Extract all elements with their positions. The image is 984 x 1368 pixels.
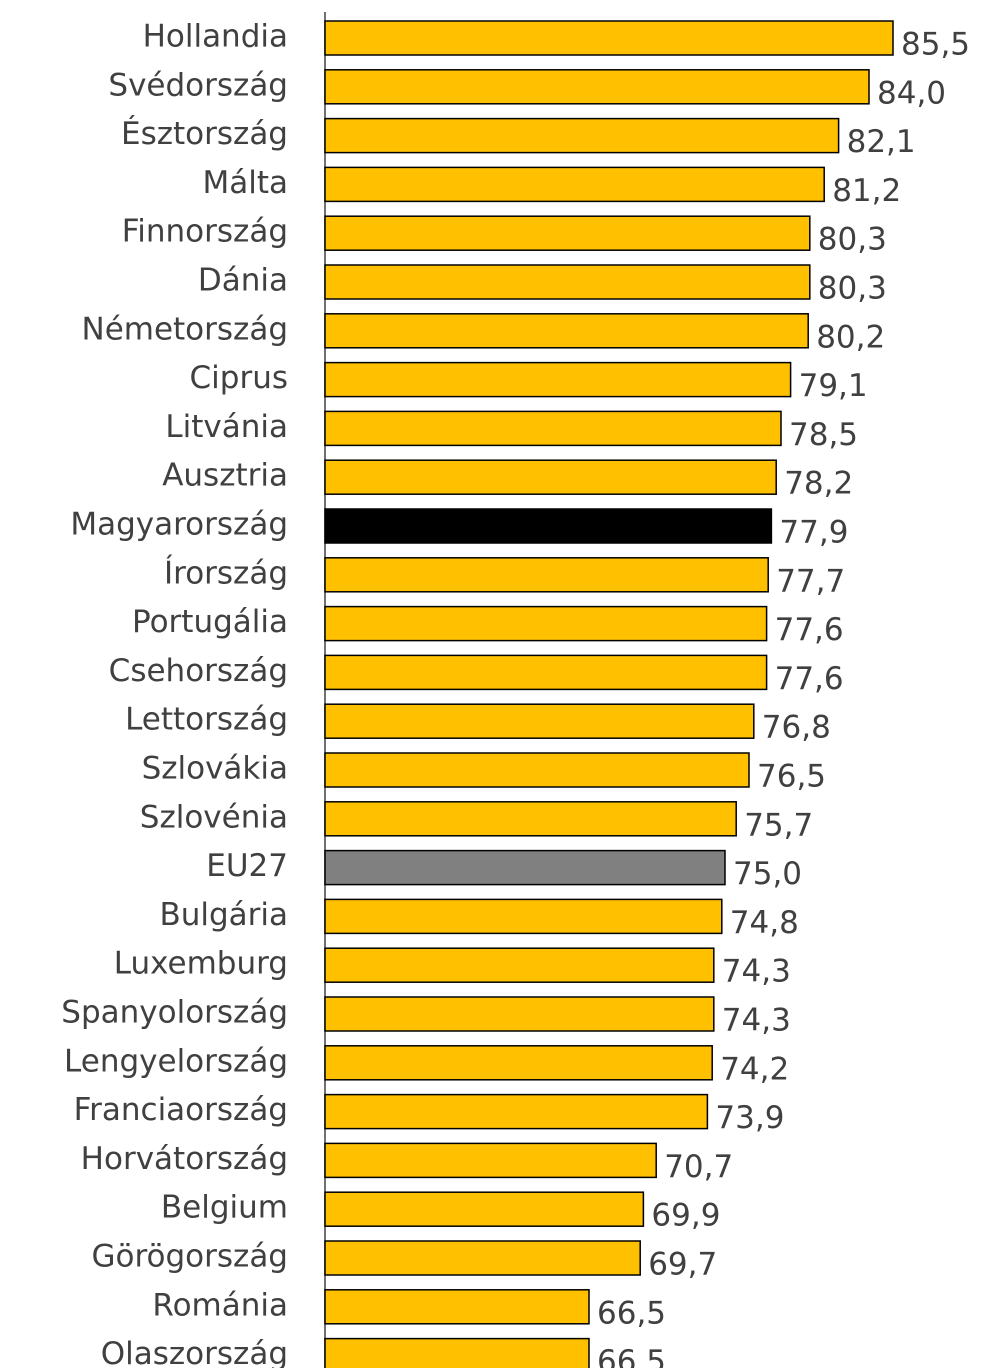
bar bbox=[324, 654, 768, 691]
category-label: Litvánia bbox=[165, 409, 288, 445]
bar bbox=[324, 557, 769, 593]
value-label: 75,0 bbox=[733, 856, 802, 892]
bar bbox=[324, 752, 750, 788]
bar bbox=[324, 1289, 590, 1325]
bar bbox=[324, 801, 737, 837]
bar bbox=[324, 166, 825, 203]
value-label: 80,3 bbox=[818, 271, 887, 307]
bar bbox=[324, 1337, 590, 1368]
value-label: 69,7 bbox=[648, 1247, 717, 1283]
category-label: Ausztria bbox=[162, 458, 288, 494]
value-label: 82,1 bbox=[847, 124, 916, 160]
value-label: 73,9 bbox=[715, 1100, 784, 1136]
category-label: Horvátország bbox=[81, 1141, 288, 1177]
bar bbox=[324, 410, 782, 447]
category-label: Magyarország bbox=[70, 507, 288, 543]
bar bbox=[324, 264, 811, 300]
category-label: Portugália bbox=[132, 604, 288, 640]
value-label: 74,3 bbox=[722, 1003, 791, 1039]
bar bbox=[324, 20, 894, 56]
value-label: 79,1 bbox=[799, 368, 868, 404]
value-label: 84,0 bbox=[877, 75, 946, 111]
bar bbox=[324, 508, 773, 544]
bar bbox=[324, 459, 777, 495]
bar bbox=[324, 1240, 641, 1276]
value-label: 80,3 bbox=[818, 222, 887, 258]
bar bbox=[324, 605, 768, 642]
category-label: Szlovákia bbox=[142, 751, 288, 787]
category-label: Görögország bbox=[91, 1239, 288, 1275]
bar bbox=[324, 703, 755, 739]
value-label: 74,2 bbox=[720, 1051, 789, 1087]
category-label: Hollandia bbox=[143, 19, 288, 55]
bar bbox=[324, 996, 715, 1032]
category-label: Ciprus bbox=[190, 360, 288, 396]
value-label: 66,5 bbox=[597, 1344, 666, 1368]
value-label: 78,5 bbox=[789, 417, 858, 453]
value-label: 78,2 bbox=[784, 466, 853, 502]
bar bbox=[324, 1093, 709, 1130]
category-label: Csehország bbox=[109, 653, 288, 689]
value-label: 69,9 bbox=[651, 1198, 720, 1234]
value-label: 77,7 bbox=[776, 563, 845, 599]
value-label: 75,7 bbox=[744, 807, 813, 843]
value-label: 80,2 bbox=[816, 319, 885, 355]
category-label: Svédország bbox=[108, 67, 288, 103]
category-label: Málta bbox=[202, 165, 288, 201]
bar bbox=[324, 117, 840, 154]
value-label: 85,5 bbox=[901, 27, 970, 63]
value-label: 74,8 bbox=[730, 905, 799, 941]
category-label: Finnország bbox=[122, 214, 288, 250]
category-label: Franciaország bbox=[74, 1092, 288, 1128]
category-label: Lettország bbox=[125, 702, 288, 738]
category-label: Spanyolország bbox=[61, 995, 288, 1031]
category-label: Belgium bbox=[161, 1190, 288, 1226]
value-label: 70,7 bbox=[664, 1149, 733, 1185]
value-label: 66,5 bbox=[597, 1295, 666, 1331]
category-label: Olaszország bbox=[101, 1336, 288, 1368]
category-label: Lengyelország bbox=[64, 1043, 288, 1079]
value-label: 76,8 bbox=[762, 710, 831, 746]
category-label: Szlovénia bbox=[140, 799, 288, 835]
bar bbox=[324, 313, 809, 349]
bar bbox=[324, 215, 811, 251]
bar bbox=[324, 361, 792, 398]
category-label: Luxemburg bbox=[114, 946, 288, 982]
category-label: Írország bbox=[164, 555, 288, 591]
bar bbox=[324, 898, 723, 935]
category-label: Észtország bbox=[121, 116, 288, 152]
category-label: Dánia bbox=[198, 263, 288, 299]
bar bbox=[324, 69, 870, 105]
bar bbox=[324, 849, 726, 886]
category-label: EU27 bbox=[206, 848, 288, 884]
value-label: 76,5 bbox=[757, 759, 826, 795]
category-label: Bulgária bbox=[159, 897, 288, 933]
value-label: 77,6 bbox=[775, 612, 844, 648]
value-label: 74,3 bbox=[722, 954, 791, 990]
bar bbox=[324, 1142, 657, 1179]
value-label: 77,6 bbox=[775, 661, 844, 697]
category-label: Németország bbox=[82, 311, 289, 347]
bar bbox=[324, 1045, 713, 1081]
value-label: 77,9 bbox=[779, 515, 848, 551]
category-label: Románia bbox=[152, 1287, 288, 1323]
bar bbox=[324, 947, 715, 983]
bar bbox=[324, 1191, 645, 1227]
value-label: 81,2 bbox=[832, 173, 901, 209]
